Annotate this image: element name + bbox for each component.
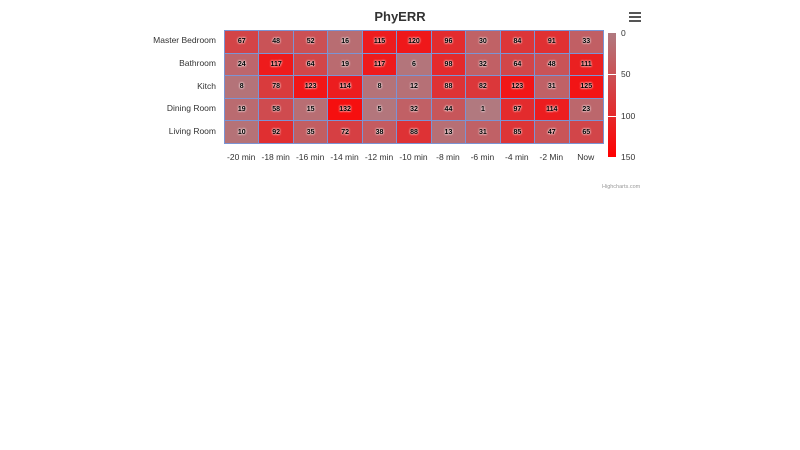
heatmap-cell[interactable]: 48 xyxy=(258,30,294,54)
heatmap-cell[interactable]: 15 xyxy=(292,97,329,122)
x-axis-label: -6 min xyxy=(470,152,495,162)
x-axis-label: -10 min xyxy=(399,152,428,162)
heatmap-cell[interactable]: 24 xyxy=(224,52,260,77)
y-axis-label: Dining Room xyxy=(166,103,216,114)
chart-title: PhyERR xyxy=(374,9,426,24)
heatmap-cell[interactable]: 30 xyxy=(465,30,501,54)
heatmap-cell[interactable]: 8 xyxy=(361,75,398,99)
heatmap-cell[interactable]: 47 xyxy=(534,120,570,144)
heatmap-cell[interactable]: 64 xyxy=(499,52,536,77)
heatmap-cell[interactable]: 23 xyxy=(568,97,604,122)
y-axis-label: Kitch xyxy=(197,80,216,91)
heatmap-cell[interactable]: 32 xyxy=(396,97,432,122)
heatmap-cell[interactable]: 132 xyxy=(327,97,363,122)
heatmap-cell[interactable]: 92 xyxy=(258,120,294,144)
heatmap-cell[interactable]: 114 xyxy=(534,97,570,122)
y-axis-label: Bathroom xyxy=(179,57,216,68)
y-axis-label: Living Room xyxy=(168,125,216,136)
heatmap-cell[interactable]: 13 xyxy=(430,120,467,144)
heatmap-cell[interactable]: 19 xyxy=(224,97,260,122)
heatmap-cell[interactable]: 32 xyxy=(465,52,501,77)
x-axis-label: -18 min xyxy=(261,152,290,162)
heatmap-cell[interactable]: 1 xyxy=(465,97,501,122)
heatmap-cell[interactable]: 44 xyxy=(430,97,467,122)
color-axis-tick-label: 50 xyxy=(621,69,631,80)
heatmap-cell[interactable]: 10 xyxy=(224,120,260,144)
heatmap-cell[interactable]: 84 xyxy=(499,30,536,54)
heatmap-grid: 67 48 52 16 115 120 96 30 84 91 33 24 117 64 19 117 6 98 3… xyxy=(224,30,604,144)
heatmap-cell[interactable]: 33 xyxy=(568,30,604,54)
heatmap-cell[interactable]: 78 xyxy=(258,75,294,99)
heatmap-cell[interactable]: 35 xyxy=(292,120,329,144)
x-axis-label: Now xyxy=(577,152,595,162)
credit-link[interactable]: Highcharts.com xyxy=(602,184,641,190)
heatmap-cell[interactable]: 88 xyxy=(430,75,467,99)
color-axis-legend xyxy=(608,33,616,157)
heatmap-cell[interactable]: 19 xyxy=(327,52,363,77)
heatmap-cell[interactable]: 85 xyxy=(499,120,536,144)
heatmap-cell[interactable]: 97 xyxy=(499,97,536,122)
color-axis-gridline xyxy=(608,74,616,76)
heatmap-cell[interactable]: 38 xyxy=(361,120,398,144)
hamburger-menu-icon[interactable] xyxy=(629,12,641,22)
heatmap-cell[interactable]: 114 xyxy=(327,75,363,99)
color-axis-tick-label: 150 xyxy=(621,152,636,162)
heatmap-cell[interactable]: 125 xyxy=(568,75,604,99)
x-axis-label: -14 min xyxy=(330,152,359,162)
heatmap-cell[interactable]: 123 xyxy=(499,75,536,99)
heatmap-cell[interactable]: 91 xyxy=(534,30,570,54)
y-axis-label: Master Bedroom xyxy=(153,35,216,46)
heatmap-cell[interactable]: 98 xyxy=(430,52,467,77)
heatmap-cell[interactable]: 111 xyxy=(568,52,604,77)
x-axis-label: -20 min xyxy=(227,152,256,162)
heatmap-cell[interactable]: 72 xyxy=(327,120,363,144)
heatmap-cell[interactable]: 52 xyxy=(292,30,329,54)
heatmap-cell[interactable]: 6 xyxy=(396,52,432,77)
color-axis-tick-label: 100 xyxy=(621,110,636,121)
x-axis-label: -12 min xyxy=(364,152,394,162)
heatmap-cell[interactable]: 115 xyxy=(361,30,398,54)
heatmap-cell[interactable]: 117 xyxy=(258,52,294,77)
heatmap-cell[interactable]: 5 xyxy=(361,97,398,122)
heatmap-cell[interactable]: 65 xyxy=(568,120,604,144)
heatmap-cell[interactable]: 96 xyxy=(430,30,467,54)
heatmap-cell[interactable]: 88 xyxy=(396,120,432,144)
heatmap-cell[interactable]: 31 xyxy=(465,120,501,144)
heatmap-cell[interactable]: 117 xyxy=(361,52,398,77)
heatmap-cell[interactable]: 123 xyxy=(292,75,329,99)
heatmap-cell[interactable]: 8 xyxy=(224,75,260,99)
x-axis-label: -16 min xyxy=(295,152,325,162)
x-axis-label: -4 min xyxy=(505,152,529,162)
heatmap-cell[interactable]: 16 xyxy=(327,30,363,54)
color-axis-gridline xyxy=(608,115,616,117)
heatmap-cell[interactable]: 12 xyxy=(396,75,432,99)
x-axis-label: -2 Min xyxy=(539,152,564,162)
heatmap-cell[interactable]: 82 xyxy=(465,75,501,99)
heatmap-cell[interactable]: 31 xyxy=(534,75,570,99)
heatmap-cell[interactable]: 48 xyxy=(534,52,570,77)
heatmap-cell[interactable]: 58 xyxy=(258,97,294,122)
x-axis-label: -8 min xyxy=(436,152,460,162)
heatmap-cell[interactable]: 120 xyxy=(396,30,432,54)
color-axis-tick-label: 0 xyxy=(621,28,626,38)
heatmap-cell[interactable]: 67 xyxy=(224,30,260,54)
heatmap-cell[interactable]: 64 xyxy=(292,52,329,77)
